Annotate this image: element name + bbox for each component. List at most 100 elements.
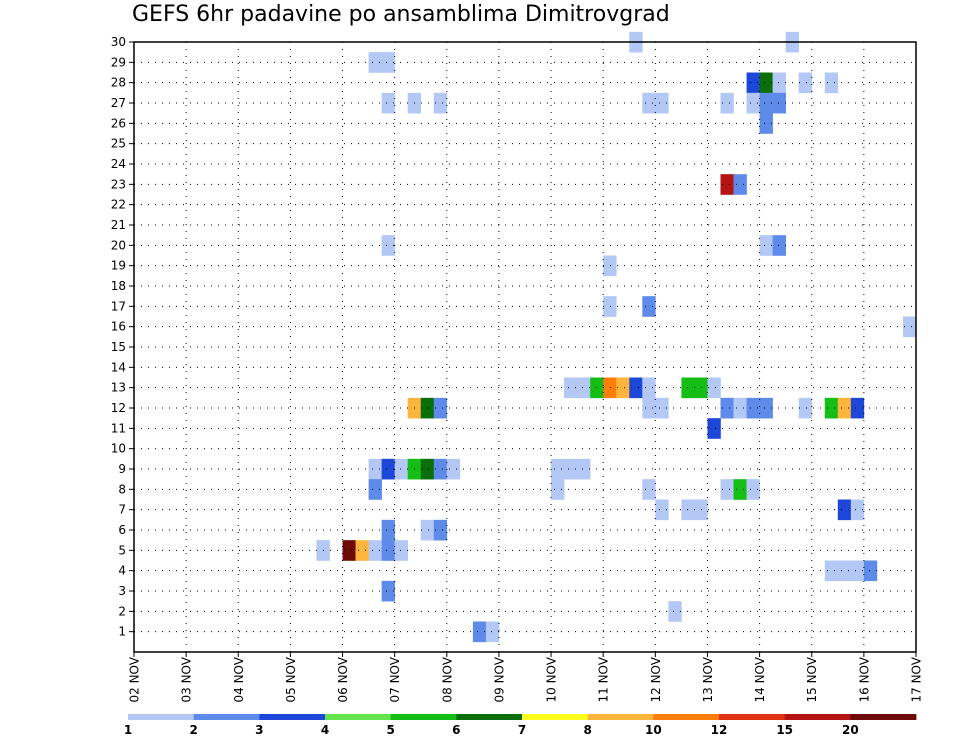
y-tick-label: 7: [118, 503, 126, 517]
y-tick-label: 15: [111, 340, 126, 354]
x-tick-label: 05 NOV: [284, 656, 298, 702]
heatmap-cell: [368, 540, 382, 561]
heatmap-cell: [850, 499, 865, 521]
colorbar-segment: [259, 714, 326, 720]
colorbar-label: 20: [842, 723, 859, 737]
y-tick-label: 21: [111, 218, 126, 232]
y-tick-label: 2: [118, 604, 126, 618]
y-tick-label: 19: [111, 259, 126, 273]
heatmap-cell: [381, 235, 395, 256]
x-tick-label: 17 NOV: [910, 656, 924, 702]
x-tick-label: 12 NOV: [649, 656, 663, 702]
y-tick-label: 17: [111, 299, 126, 313]
heatmap-cell: [420, 397, 435, 419]
colorbar-label: 3: [255, 723, 263, 737]
x-tick-label: 03 NOV: [180, 656, 194, 702]
axes: 1234567891011121314151617181920212223242…: [111, 35, 924, 703]
x-tick-label: 16 NOV: [857, 656, 871, 702]
heatmap-cell: [342, 540, 356, 561]
y-tick-label: 10: [111, 442, 126, 456]
heatmap-cell: [720, 479, 734, 500]
x-tick-label: 11 NOV: [597, 656, 611, 702]
heatmap-cell: [720, 397, 734, 419]
y-tick-label: 24: [111, 157, 126, 171]
heatmap-cell: [642, 377, 656, 399]
y-tick-label: 9: [118, 462, 126, 476]
heatmap-cell: [759, 235, 773, 256]
heatmap-cell: [564, 377, 578, 399]
heatmap-cell: [850, 397, 865, 419]
colorbar-segment: [390, 714, 457, 720]
heatmap-cell: [746, 72, 760, 94]
heatmap-cell: [629, 377, 643, 399]
y-tick-label: 26: [111, 116, 126, 130]
heatmap-cell: [616, 377, 630, 399]
y-tick-label: 27: [111, 96, 126, 110]
heatmap-cell: [733, 174, 747, 195]
colorbar-segment: [653, 714, 720, 720]
plot-frame: [133, 41, 917, 653]
heatmap-cell: [746, 92, 760, 114]
heatmap-cell: [394, 458, 408, 480]
x-tick-label: 10 NOV: [545, 656, 559, 702]
y-tick-label: 4: [118, 564, 126, 578]
heatmap-cell: [824, 72, 839, 94]
y-tick-label: 23: [111, 177, 126, 191]
heatmap-cell: [759, 72, 773, 94]
heatmap-cell: [577, 458, 591, 480]
y-tick-label: 16: [111, 320, 126, 334]
colorbar-label: 7: [518, 723, 526, 737]
heatmap-cell: [551, 458, 565, 480]
heatmap-cell: [772, 235, 786, 256]
heatmap-cell: [642, 479, 656, 500]
heatmap-cell: [681, 377, 695, 399]
y-tick-label: 30: [111, 35, 126, 49]
colorbar-segment: [522, 714, 589, 720]
heatmap-cell: [759, 92, 773, 114]
heatmap-cell: [655, 499, 669, 521]
heatmap-cell: [642, 397, 656, 419]
heatmap-cell: [472, 621, 487, 643]
heatmap-cell: [681, 499, 695, 521]
colorbar-segment: [850, 714, 917, 720]
y-tick-label: 13: [111, 381, 126, 395]
y-tick-label: 18: [111, 279, 126, 293]
heatmap-cell: [368, 479, 382, 500]
heatmap-cell: [381, 52, 395, 73]
y-tick-label: 22: [111, 198, 126, 212]
colorbar-segment: [128, 714, 195, 720]
grid-lines: [133, 41, 917, 652]
y-tick-label: 8: [118, 482, 126, 496]
colorbar-label: 2: [189, 723, 197, 737]
heatmap-cell: [355, 540, 369, 561]
chart-title: GEFS 6hr padavine po ansamblima Dimitrov…: [132, 2, 670, 27]
heatmap-cell: [564, 458, 578, 480]
x-tick-label: 04 NOV: [232, 656, 246, 702]
heatmap-cell: [433, 519, 448, 541]
heatmap-cell: [485, 621, 500, 643]
heatmap-cell: [381, 580, 395, 602]
heatmap-cell: [746, 397, 760, 419]
heatmap-cell: [707, 418, 721, 439]
heatmap-cell: [381, 540, 395, 561]
heatmap-cell: [746, 479, 760, 500]
heatmap-cell: [381, 458, 395, 480]
y-tick-label: 11: [111, 421, 126, 435]
heatmap-cell: [733, 397, 747, 419]
heatmap-cell: [798, 397, 813, 419]
heatmap-cell: [446, 458, 461, 480]
x-tick-label: 09 NOV: [492, 656, 506, 702]
colorbar-segment: [325, 714, 392, 720]
heatmap-cell: [603, 377, 617, 399]
heatmap-cell: [850, 560, 865, 582]
heatmap-cell: [772, 72, 786, 94]
heatmap-cell: [837, 499, 852, 521]
heatmap-cell: [720, 174, 734, 195]
y-tick-label: 12: [111, 401, 126, 415]
heatmap-cell: [837, 397, 852, 419]
y-tick-label: 1: [118, 625, 126, 639]
heatmap-cell: [368, 458, 382, 480]
colorbar: 1 2 3 4 5 6 7 8 10 12 15 20: [124, 714, 917, 737]
x-tick-label: 06 NOV: [336, 656, 350, 702]
heatmap-cell: [603, 255, 617, 277]
